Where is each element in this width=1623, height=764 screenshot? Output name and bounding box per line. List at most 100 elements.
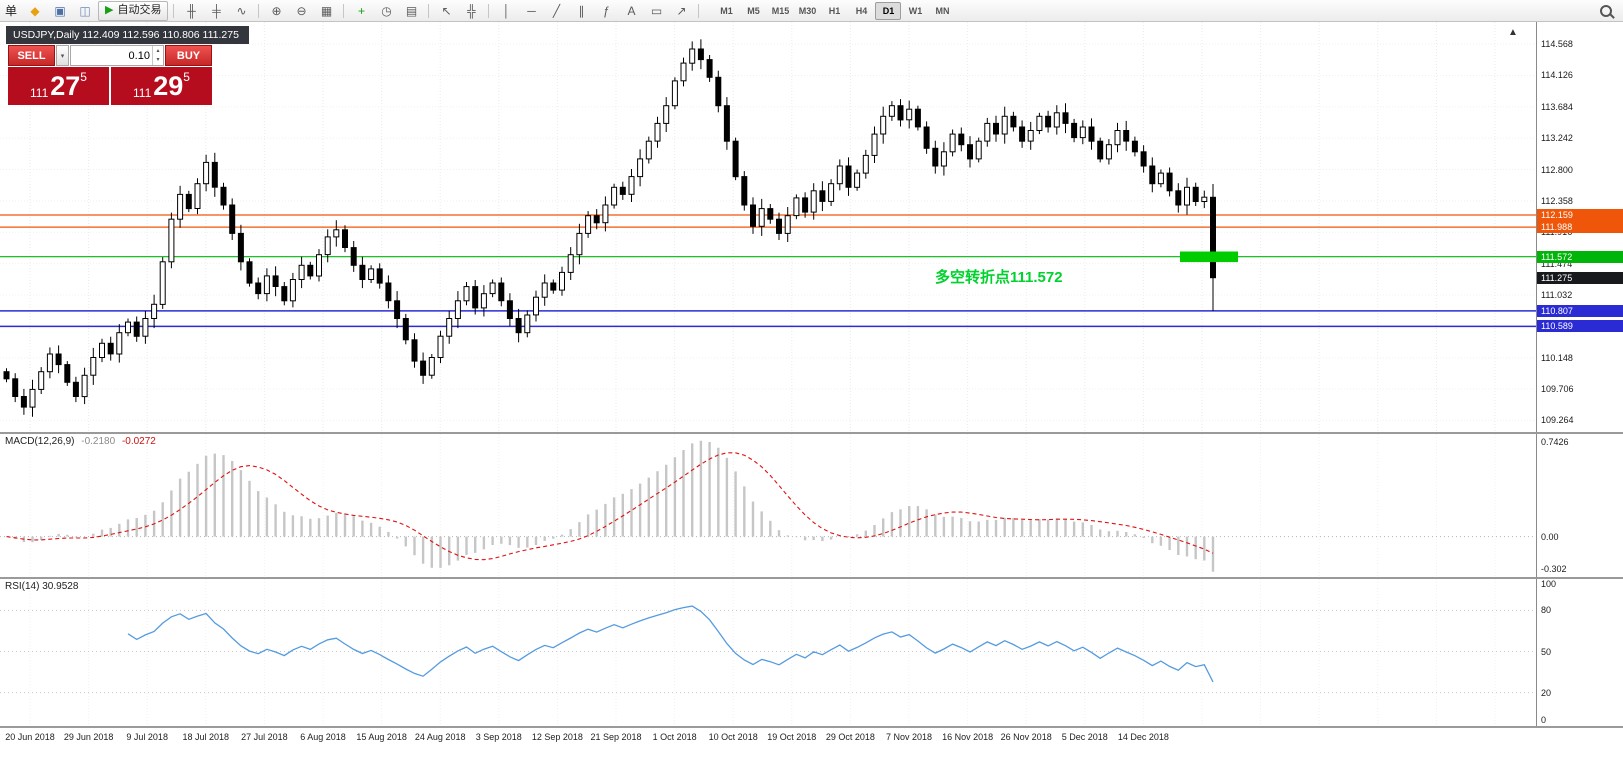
trade-prices-row: 111 27 5 111 29 5 — [8, 67, 212, 105]
macd-panel[interactable]: MACD(12,26,9) -0.2180 -0.0272 0.7426 0.00… — [0, 434, 1623, 577]
price-marker-111.572: 111.572 — [1537, 250, 1623, 263]
axis-tick: 100 — [1541, 579, 1557, 589]
bar-chart-icon[interactable]: ╫ — [187, 3, 196, 18]
price-axis[interactable]: 114.568 114.126 113.684 113.242 112.800 112.3… — [1536, 22, 1623, 432]
toolbar-separator — [428, 3, 430, 18]
fibonacci-icon[interactable]: ƒ — [603, 3, 610, 18]
axis-tick: 109.706 — [1541, 384, 1574, 394]
toolbar-separator — [488, 3, 490, 18]
timeframe-m15[interactable]: M15 — [771, 5, 790, 16]
tile-windows-icon[interactable]: ▦ — [320, 3, 333, 18]
vertical-line-icon[interactable]: │ — [502, 3, 511, 18]
date-label: 6 Aug 2018 — [300, 732, 346, 742]
templates-icon[interactable]: ▤ — [405, 3, 418, 18]
rsi-axis[interactable]: 100 80 50 20 0 — [1536, 579, 1623, 726]
timeframe-d1[interactable]: D1 — [875, 1, 902, 20]
toolbar-buttons: ◆ ▣ ◫ ▶ 自动交易 ╫ ╪ ∿ ⊕ ⊖ ▦ + ◷ ▤ ↖ ╬ │ ─ ╱ ∥ ƒ A ▭ ↗ — [23, 0, 703, 21]
zoom-in-icon[interactable]: ⊕ — [271, 3, 282, 18]
crosshair-icon[interactable]: ╬ — [467, 3, 476, 18]
date-label: 10 Oct 2018 — [708, 732, 758, 742]
date-label: 5 Dec 2018 — [1061, 732, 1108, 742]
chart-window-icon[interactable]: ▣ — [54, 3, 66, 18]
scroll-up-icon[interactable]: ▲ — [1508, 27, 1518, 38]
axis-tick: 112.358 — [1541, 195, 1573, 206]
date-label: 14 Dec 2018 — [1117, 732, 1169, 742]
indicators-icon[interactable]: + — [357, 3, 365, 18]
new-order-icon[interactable]: ◆ — [30, 3, 40, 18]
date-label: 12 Sep 2018 — [531, 732, 583, 742]
arrows-icon[interactable]: ↗ — [676, 3, 687, 18]
macd-value-main: -0.2180 — [81, 436, 116, 447]
candlestick-chart-icon[interactable]: ╪ — [212, 3, 221, 18]
panel-divider[interactable] — [0, 726, 1623, 728]
price-marker-110.589: 110.589 — [1537, 320, 1623, 333]
buy-button[interactable]: BUY — [165, 45, 212, 66]
price-marker-111.275: 111.275 — [1537, 271, 1623, 284]
axis-tick: 0 — [1541, 715, 1547, 725]
time-axis[interactable]: 20 Jun 2018 29 Jun 2018 9 Jul 2018 18 Jul 2… — [0, 728, 1623, 764]
macd-name: MACD(12,26,9) — [5, 436, 75, 447]
volume-input[interactable] — [71, 46, 152, 65]
volume-stepper[interactable]: ▴ ▾ — [151, 46, 163, 65]
toolbar-separator — [698, 3, 700, 18]
volume-dropdown[interactable]: ▾ — [56, 45, 69, 66]
rsi-value: 30.9528 — [42, 581, 79, 592]
axis-tick: 20 — [1541, 687, 1552, 698]
rsi-chart[interactable] — [0, 579, 1536, 726]
timeframe-w1[interactable]: W1 — [908, 5, 923, 16]
cursor-icon[interactable]: ↖ — [441, 3, 452, 18]
date-label: 18 Jul 2018 — [182, 732, 230, 742]
stepper-down-icon[interactable]: ▾ — [156, 57, 160, 64]
axis-tick: 50 — [1541, 646, 1552, 657]
autotrade-button[interactable]: ▶ 自动交易 — [98, 0, 169, 21]
bid-frac: 5 — [80, 70, 87, 84]
date-label: 27 Jul 2018 — [241, 732, 288, 742]
profiles-icon[interactable]: ◫ — [79, 3, 91, 18]
macd-label: MACD(12,26,9) -0.2180 -0.0272 — [5, 436, 156, 447]
rsi-name: RSI(14) — [5, 581, 40, 592]
date-label: 1 Oct 2018 — [652, 732, 697, 742]
bid-prefix: 111 — [30, 86, 49, 100]
macd-chart[interactable] — [0, 434, 1536, 577]
text-label-icon[interactable]: ▭ — [650, 3, 663, 18]
candlestick-chart[interactable] — [0, 22, 1536, 432]
one-click-trading-panel: SELL ▾ ▴ ▾ BUY 111 27 5 111 29 5 — [8, 45, 212, 105]
panel-divider[interactable] — [0, 432, 1623, 434]
date-label: 24 Aug 2018 — [414, 732, 466, 742]
timeframe-m30[interactable]: M30 — [798, 5, 817, 16]
timeframe-h1[interactable]: H1 — [828, 5, 841, 16]
rsi-panel[interactable]: RSI(14) 30.9528 100 80 50 20 0 — [0, 579, 1623, 726]
panel-divider[interactable] — [0, 577, 1623, 579]
price-chart-panel[interactable]: 114.568 114.126 113.684 113.242 112.800 112.3… — [0, 22, 1623, 432]
date-label: 29 Oct 2018 — [825, 732, 875, 742]
timeframe-h4[interactable]: H4 — [855, 5, 868, 16]
zoom-out-icon[interactable]: ⊖ — [296, 3, 307, 18]
macd-axis[interactable]: 0.7426 0.00 -0.302 — [1536, 434, 1623, 577]
stepper-up-icon[interactable]: ▴ — [156, 47, 160, 54]
periods-icon[interactable]: ◷ — [381, 3, 392, 18]
axis-tick: 112.800 — [1541, 164, 1573, 175]
macd-value-signal: -0.0272 — [121, 436, 156, 447]
sell-button[interactable]: SELL — [8, 45, 55, 66]
trade-controls-row: SELL ▾ ▴ ▾ BUY — [8, 45, 212, 66]
text-icon[interactable]: A — [627, 3, 636, 18]
horizontal-line-icon[interactable]: ─ — [527, 3, 536, 18]
toolbar-separator — [343, 3, 345, 18]
date-label: 29 Jun 2018 — [63, 732, 114, 742]
search-icon[interactable] — [1600, 4, 1612, 17]
date-label: 20 Jun 2018 — [5, 732, 55, 742]
axis-tick: 113.684 — [1541, 101, 1573, 112]
axis-tick: 0.00 — [1541, 531, 1559, 542]
timeframe-m5[interactable]: M5 — [747, 5, 760, 16]
menu-button[interactable]: 单 — [5, 4, 18, 18]
channel-icon[interactable]: ∥ — [578, 3, 585, 18]
axis-tick: 80 — [1541, 605, 1552, 616]
price-marker-111.988: 111.988 — [1537, 221, 1623, 234]
line-chart-icon[interactable]: ∿ — [236, 3, 247, 18]
trendline-icon[interactable]: ╱ — [552, 3, 561, 18]
timeframe-mn[interactable]: MN — [935, 5, 950, 16]
date-label: 19 Oct 2018 — [767, 732, 817, 742]
timeframe-m1[interactable]: M1 — [720, 5, 733, 16]
axis-tick: 113.242 — [1541, 133, 1573, 144]
